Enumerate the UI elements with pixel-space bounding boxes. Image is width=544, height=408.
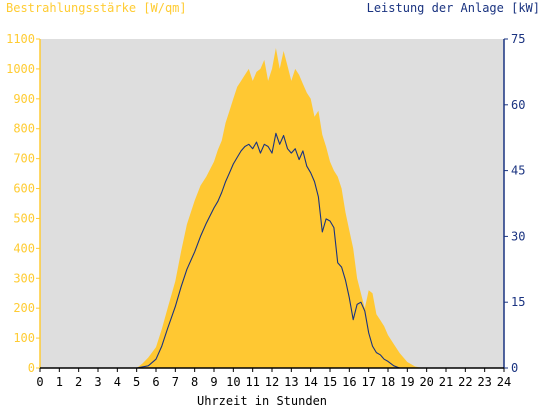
- x-tick-label: 9: [210, 375, 217, 389]
- left-y-tick-label: 300: [13, 271, 35, 285]
- x-tick-label: 3: [94, 375, 101, 389]
- x-tick-label: 17: [361, 375, 375, 389]
- right-y-tick-label: 60: [511, 98, 525, 112]
- power-line: [40, 132, 504, 369]
- title-left: Bestrahlungsstärke [W/qm]: [6, 1, 187, 15]
- x-tick-label: 16: [342, 375, 356, 389]
- x-tick-label: 15: [323, 375, 337, 389]
- x-tick-label: 18: [381, 375, 395, 389]
- x-tick-label: 10: [226, 375, 240, 389]
- x-tick-label: 14: [303, 375, 317, 389]
- x-tick-label: 11: [245, 375, 259, 389]
- right-y-tick-label: 0: [511, 361, 518, 375]
- x-tick-label: 6: [152, 375, 159, 389]
- x-tick-label: 12: [265, 375, 279, 389]
- left-y-tick-label: 800: [13, 122, 35, 136]
- series-layer: [40, 48, 504, 369]
- left-y-tick-label: 400: [13, 241, 35, 255]
- right-y-tick-label: 75: [511, 32, 525, 46]
- right-y-tick-label: 30: [511, 229, 525, 243]
- axes-layer: 0100200300400500600700800900100011000153…: [6, 32, 525, 389]
- x-tick-label: 4: [114, 375, 121, 389]
- x-tick-label: 22: [458, 375, 472, 389]
- left-y-tick-label: 700: [13, 152, 35, 166]
- x-tick-label: 0: [36, 375, 43, 389]
- x-tick-label: 5: [133, 375, 140, 389]
- x-axis-label: Uhrzeit in Stunden: [197, 394, 327, 408]
- title-right: Leistung der Anlage [kW]: [367, 1, 540, 15]
- x-tick-label: 20: [419, 375, 433, 389]
- x-tick-label: 8: [191, 375, 198, 389]
- left-y-tick-label: 1000: [6, 62, 35, 76]
- left-y-tick-label: 1100: [6, 32, 35, 46]
- x-tick-label: 24: [497, 375, 511, 389]
- right-y-tick-label: 15: [511, 295, 525, 309]
- x-tick-label: 7: [172, 375, 179, 389]
- x-tick-label: 13: [284, 375, 298, 389]
- left-y-tick-label: 200: [13, 301, 35, 315]
- x-tick-label: 1: [56, 375, 63, 389]
- left-y-tick-label: 600: [13, 182, 35, 196]
- left-y-tick-label: 0: [28, 361, 35, 375]
- irradiance-area: [40, 48, 504, 368]
- x-tick-label: 21: [439, 375, 453, 389]
- x-tick-label: 19: [400, 375, 414, 389]
- left-y-tick-label: 900: [13, 92, 35, 106]
- left-y-tick-label: 100: [13, 331, 35, 345]
- x-tick-label: 23: [477, 375, 491, 389]
- right-y-tick-label: 45: [511, 164, 525, 178]
- left-y-tick-label: 500: [13, 211, 35, 225]
- x-tick-label: 2: [75, 375, 82, 389]
